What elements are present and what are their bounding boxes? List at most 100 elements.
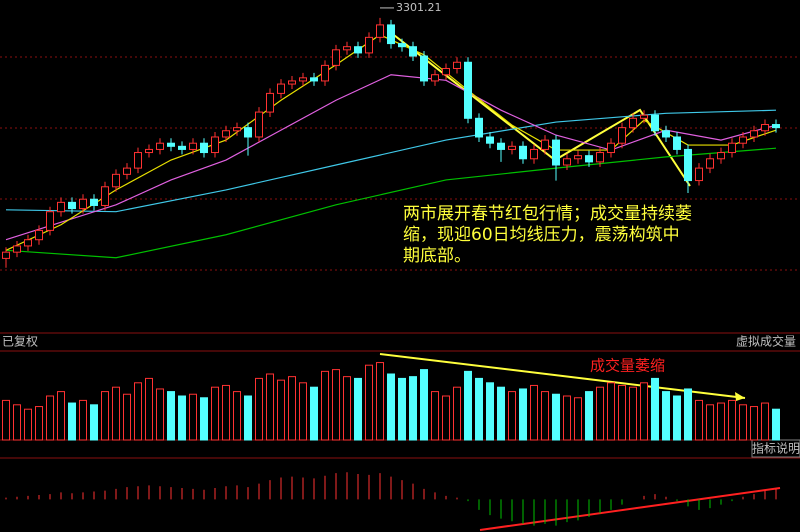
volume-bar [79, 399, 87, 441]
volume-bar [123, 393, 131, 441]
candle-body [750, 130, 758, 138]
candle-body [596, 152, 604, 163]
candle-body [277, 83, 285, 94]
volume-bar [596, 386, 604, 441]
candle-body [145, 148, 153, 154]
candle-body [761, 124, 769, 132]
volume-bar [68, 402, 76, 441]
candle-body [717, 152, 725, 160]
candle-body [453, 61, 461, 69]
candle-body [552, 139, 560, 166]
volume-bar [343, 376, 351, 441]
volume-bar [145, 377, 153, 441]
candle-body [629, 117, 637, 129]
volume-bar [695, 399, 703, 441]
candle-body [255, 111, 263, 138]
volume-bar [13, 404, 21, 441]
volume-bar [299, 382, 307, 441]
candle-body [651, 114, 659, 132]
volume-bar [167, 391, 175, 441]
moving-average [5, 147, 777, 259]
candle-body [541, 139, 549, 150]
candle-body [211, 136, 219, 154]
volume-bar [717, 402, 725, 441]
indicator-button-label[interactable]: 指标说明 [752, 441, 800, 456]
volume-bar [398, 377, 406, 441]
volume-bar [640, 382, 648, 441]
volume-bar [728, 399, 736, 441]
macd-trend-line [479, 487, 781, 531]
volume-bar [453, 386, 461, 441]
candle-body [387, 24, 395, 45]
price-grid [0, 56, 800, 271]
candle-body [13, 245, 21, 253]
candle-body [398, 43, 406, 48]
volume-bar [618, 384, 626, 441]
candle-body [134, 152, 142, 169]
volume-bar [475, 377, 483, 441]
candle-body [607, 142, 615, 154]
candle-body [112, 173, 120, 188]
annotation: 两市展开春节红包行情；成交量持续萎缩，现迎60日均线压力，震荡构筑中期底部。 [403, 204, 692, 266]
candle-body [376, 24, 384, 38]
volume-annotation: 成交量萎缩 [590, 357, 665, 375]
candle-body [409, 46, 417, 57]
volume-bar [90, 404, 98, 441]
candle-body [101, 186, 109, 206]
volume-bar [673, 395, 681, 441]
candle-body [123, 167, 131, 175]
volume-bar [563, 395, 571, 441]
volume-bar [376, 362, 384, 441]
volume-bar [354, 377, 362, 441]
candle-body [244, 127, 252, 138]
volume-bar [222, 384, 230, 441]
candle-body [156, 142, 164, 150]
volume-bar [761, 402, 769, 441]
candle-body [464, 61, 472, 119]
volume-bar [134, 382, 142, 441]
volume-bar [200, 397, 208, 441]
volume-bar [244, 395, 252, 441]
volume-bar [178, 395, 186, 441]
candle-body [728, 142, 736, 154]
candle-body [563, 158, 571, 166]
candle-body [365, 36, 373, 54]
candle-body [68, 201, 76, 210]
volume-bar [409, 376, 417, 441]
volume-bar [46, 395, 54, 441]
volume-bar [387, 373, 395, 441]
candle-body [200, 142, 208, 154]
candle-body [618, 127, 626, 144]
candle-body [772, 124, 780, 129]
volume-bar [332, 369, 340, 441]
volume-bar [255, 377, 263, 441]
candle-body [321, 64, 329, 82]
volume-bar [739, 404, 747, 441]
candle-body [475, 117, 483, 138]
moving-average [5, 109, 777, 213]
volume-bar [112, 386, 120, 441]
candle-body [684, 148, 692, 182]
volume-bar [552, 393, 560, 441]
candle-body [640, 114, 648, 119]
volume-bar [277, 379, 285, 441]
adjust-label: 已复权 [2, 335, 38, 349]
volume-bar [585, 391, 593, 441]
candle-body [266, 92, 274, 113]
moving-average [5, 74, 777, 241]
volume-bar [519, 388, 527, 441]
candle-body [662, 130, 670, 138]
volume-bar [266, 373, 274, 441]
volume-bar [321, 370, 329, 441]
candle-body [739, 136, 747, 144]
candle-body [2, 251, 10, 259]
volume-bar [706, 404, 714, 441]
volume-bar [310, 386, 318, 441]
candle-body [354, 46, 362, 54]
candle-body [486, 136, 494, 144]
candle-body [24, 239, 32, 247]
candle-body [79, 198, 87, 210]
volume-bar [750, 406, 758, 441]
volume-bar [233, 391, 241, 441]
